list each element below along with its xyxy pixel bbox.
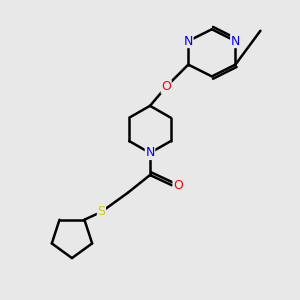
Text: O: O	[161, 80, 171, 93]
Text: O: O	[173, 179, 183, 192]
Text: S: S	[98, 205, 105, 218]
Text: N: N	[184, 34, 193, 48]
Text: N: N	[231, 34, 240, 48]
Text: N: N	[145, 146, 155, 159]
